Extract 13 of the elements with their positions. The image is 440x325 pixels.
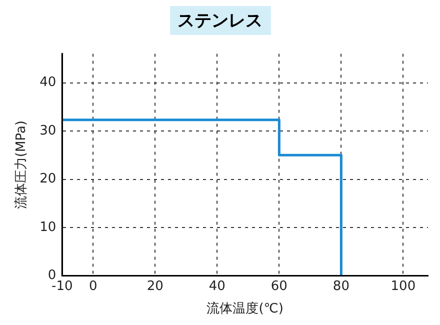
chart-title: ステンレス xyxy=(170,6,270,34)
y-axis-title: 流体圧力(MPa) xyxy=(13,120,30,210)
x-tick-label: 40 xyxy=(208,278,226,294)
y-tick-label: 10 xyxy=(40,220,56,235)
y-tick-label: 40 xyxy=(40,75,56,90)
x-tick-label: 20 xyxy=(146,278,164,294)
x-tick-label: 60 xyxy=(270,278,288,294)
y-tick-label: 20 xyxy=(40,172,56,187)
x-tick-label: 100 xyxy=(390,278,416,294)
x-tick-label: 80 xyxy=(332,278,350,294)
x-axis-title: 流体温度(℃) xyxy=(206,300,284,317)
y-tick-label: 30 xyxy=(40,123,56,138)
x-tick-label: 0 xyxy=(89,278,98,294)
